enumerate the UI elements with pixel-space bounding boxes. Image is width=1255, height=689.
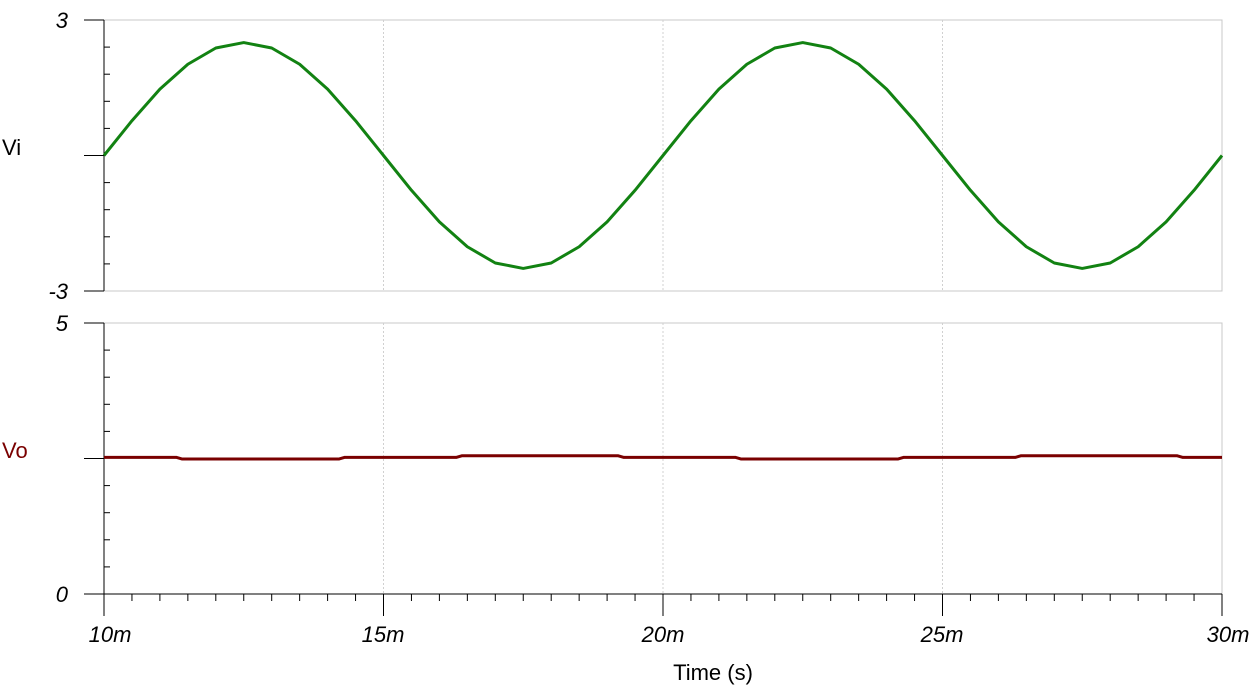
panel-1-ytick-bottom: -3 (48, 279, 68, 304)
xtick-label: 20m (641, 622, 685, 647)
panel-1-ytick-top: 3 (56, 8, 69, 33)
panel-1-channel-label: Vi (2, 135, 21, 160)
xtick-label: 25m (920, 622, 964, 647)
panel-2-channel-label: Vo (2, 438, 28, 463)
xtick-label: 15m (362, 622, 405, 647)
xtick-label: 30m (1207, 622, 1250, 647)
x-axis-title: Time (s) (673, 660, 753, 685)
xtick-label: 10m (89, 622, 132, 647)
panel-2-ytick-bottom: 0 (56, 582, 69, 607)
vo-series-line (104, 454, 1222, 461)
gridlines (383, 20, 943, 594)
axis-ticks (84, 19, 1223, 616)
vi-series-line (102, 41, 1224, 270)
panel-2-ytick-top: 5 (56, 311, 69, 336)
